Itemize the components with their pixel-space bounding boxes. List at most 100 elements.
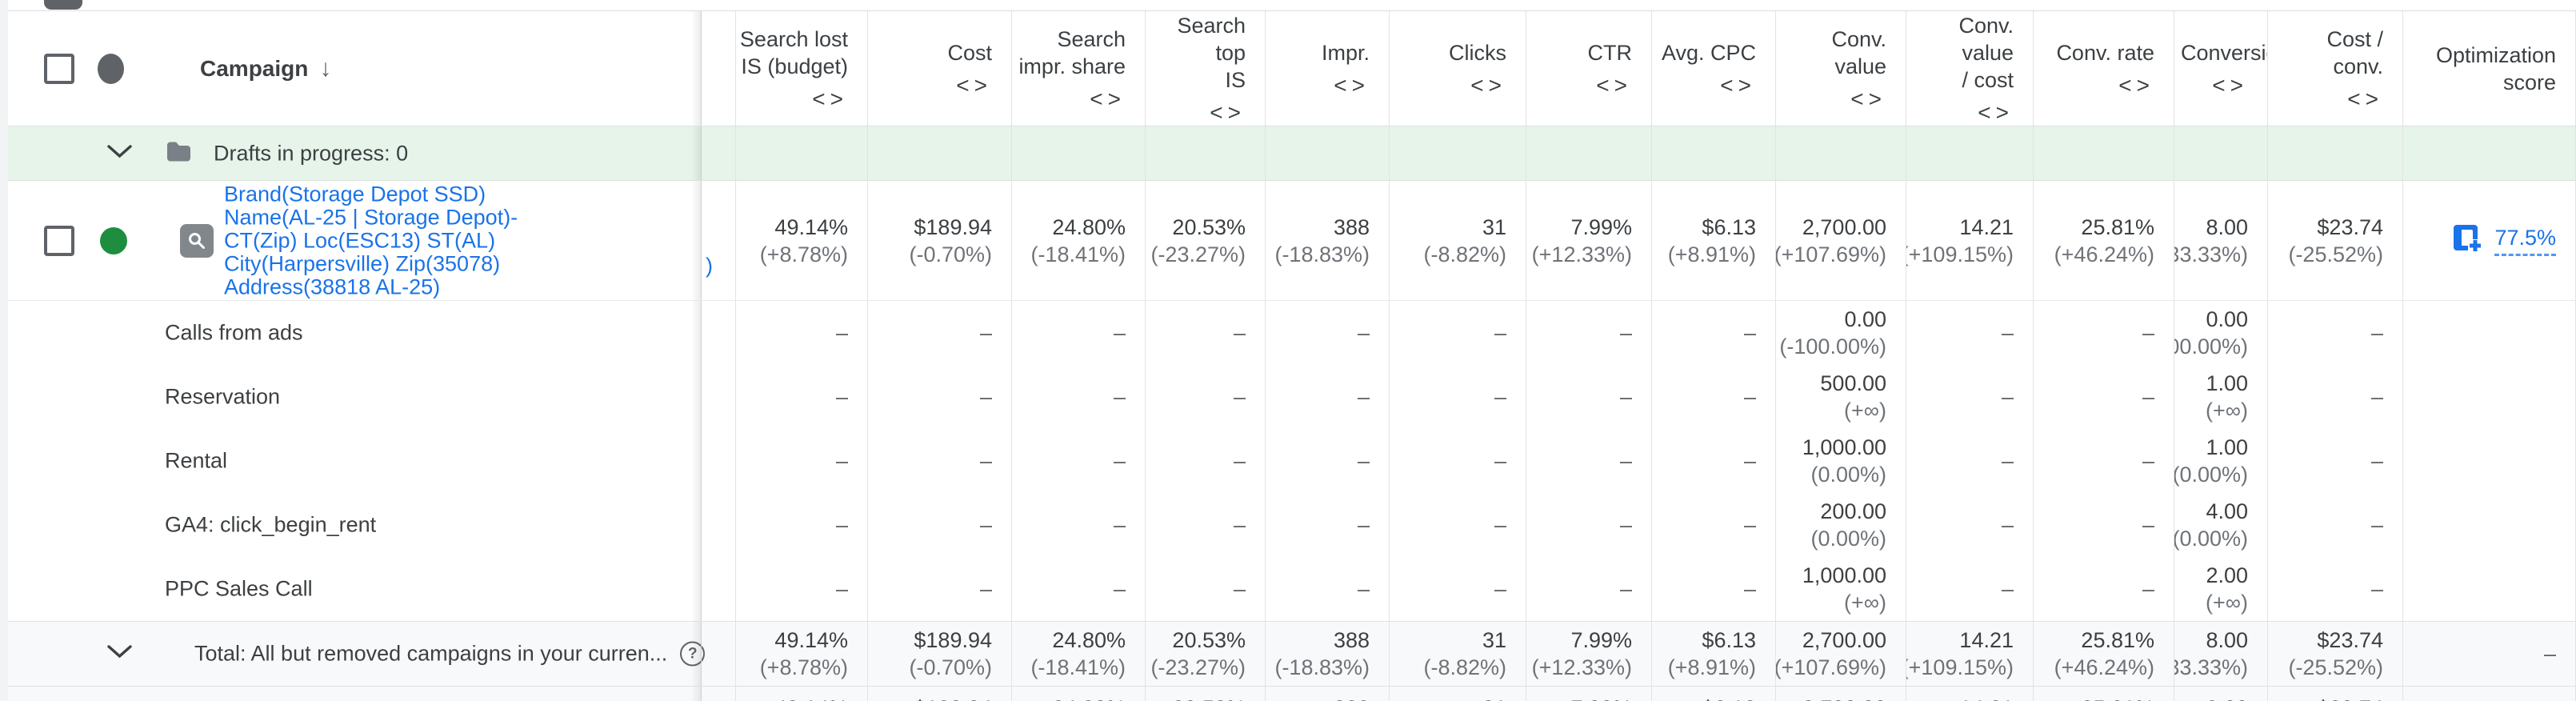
column-header-search-top-is[interactable]: Search top IS <> [1146,11,1266,126]
column-header-impr[interactable]: Impr. <> [1266,11,1390,126]
help-icon[interactable]: ? [680,641,706,667]
frozen-edge-strip [702,301,736,365]
compare-columns-icon: <> [1470,72,1506,98]
dash: – [2142,577,2154,601]
metric-value: 8.00 [2206,695,2248,701]
metric-value: 31 [1482,695,1506,701]
metric-value: 1.00 [2206,435,2248,459]
metric-delta: (-23.27%) [1150,242,1246,266]
metric-value: $6.13 [1702,628,1756,652]
empty-metric-cell: – [1652,301,1776,365]
column-header-conversions[interactable]: Conversions <> [2174,11,2268,126]
metric-value: 49.14% [774,695,848,701]
empty-metric-cell: – [1266,493,1390,557]
empty-metric-cell: – [2268,301,2403,365]
row-checkbox[interactable] [44,225,74,256]
partial-metric-cell: 14.21(+109.15%) [1906,687,2034,701]
empty-metric-cell: – [1906,301,2034,365]
column-header-search-impr-share[interactable]: Search impr. share <> [1012,11,1146,126]
metric-cell: 2,700.00 (+107.69%) [1776,181,1906,300]
campaigns-table: Campaign ↓ Search lost IS (budget) <> Cost… [8,10,2576,701]
dash: – [2370,577,2383,601]
column-header-search-lost-is-budget[interactable]: Search lost IS (budget) <> [736,11,868,126]
metric-delta: (0.00%) [2174,527,2248,551]
metric-value: 0.00 [2206,307,2248,331]
dash: – [1357,321,1370,345]
campaign-column-header[interactable]: Campaign ↓ [200,55,331,82]
dash: – [1113,321,1126,345]
empty-metric-cell: – [868,429,1012,493]
empty-metric-cell: – [868,493,1012,557]
column-header-avg-cpc[interactable]: Avg. CPC <> [1652,11,1776,126]
partial-metric-cell: $189.94(-0.70%) [868,687,1012,701]
frozen-pane-shadow [691,557,702,621]
metric-delta: (+∞) [1844,399,1886,423]
column-header-label: Cost [947,40,992,65]
metric-value: 20.53% [1172,695,1246,701]
metric-cell: 8.00 (+33.33%) [2174,181,2268,300]
metric-delta: (-25.52%) [2288,242,2383,266]
empty-cell [1906,126,2034,180]
total-metric-cell: 31 (-8.82%) [1390,622,1526,686]
dash: – [1494,513,1506,537]
metric-value: $23.74 [2317,214,2383,239]
metric-delta: (-8.82%) [1423,242,1506,266]
optimization-score-link[interactable]: 77.5% [2494,226,2556,256]
column-header-conv-value-cost[interactable]: Conv. value / cost <> [1906,11,2034,126]
metric-value: $23.74 [2317,695,2383,701]
column-header-label: Clicks [1449,40,1506,65]
dash: – [1743,321,1756,345]
dash: – [1233,385,1246,409]
dash: – [1743,385,1756,409]
dash: – [1619,385,1632,409]
metric-delta: (+46.24%) [2054,242,2154,266]
empty-metric-cell: – [736,429,868,493]
search-campaign-icon [180,223,214,258]
dash: – [1113,449,1126,473]
metric-value: 1,000.00 [1802,563,1886,587]
metric-cell: 388 (-18.83%) [1266,181,1390,300]
conversion-action-label: Reservation [165,384,281,409]
empty-metric-cell: – [1526,301,1652,365]
conv-value-cell: 500.00 (+∞) [1776,365,1906,429]
dash: – [1357,449,1370,473]
chevron-down-icon[interactable] [106,644,133,663]
conversion-action-label-cell: Reservation [8,365,702,429]
empty-metric-cell: – [1266,557,1390,621]
campaign-name-line: Name(AL-25 | Storage Depot)- [224,205,518,229]
metric-value: $6.13 [1702,214,1756,239]
partial-metric-cell: 7.99%(+12.33%) [1526,687,1652,701]
column-header-ctr[interactable]: CTR <> [1526,11,1652,126]
dash: – [1233,449,1246,473]
partially-visible-row: 49.14%(+8.78%)$189.94(-0.70%)24.80%(-18.… [8,687,2576,701]
column-header-conv-rate[interactable]: Conv. rate <> [2034,11,2174,126]
campaign-name-link[interactable]: Brand(Storage Depot SSD) Name(AL-25 | Sto… [224,182,518,298]
empty-cell [1652,126,1776,180]
column-header-optimization-score[interactable]: Optimization score [2403,11,2576,126]
dash: – [1494,321,1506,345]
total-row: Total: All but removed campaigns in your… [8,621,2576,687]
compare-columns-icon: <> [1596,72,1632,98]
column-header-clicks[interactable]: Clicks <> [1390,11,1526,126]
apply-recommendations-icon[interactable] [2451,222,2483,259]
metric-value: 0.00 [1844,307,1886,331]
select-all-checkbox[interactable] [44,53,74,84]
frozen-edge-strip [702,557,736,621]
column-header-cost-conv[interactable]: Cost / conv. <> [2268,11,2403,126]
column-header-conv-value[interactable]: Conv. value <> [1776,11,1906,126]
metric-value: 500.00 [1820,371,1886,395]
partial-metric-cell: $6.13(+8.91%) [1652,687,1776,701]
dash: – [2543,642,2556,666]
chevron-down-icon[interactable] [106,144,133,163]
metric-delta: (+33.33%) [2174,242,2248,266]
compare-columns-icon: <> [812,86,848,111]
conversion-action-label: Rental [165,448,228,473]
conv-value-cell: 0.00 (-100.00%) [1776,301,1906,365]
metric-value: 1,000.00 [1802,435,1886,459]
dash: – [1743,577,1756,601]
column-header-cost[interactable]: Cost <> [868,11,1012,126]
dash: – [979,577,992,601]
empty-metric-cell: – [736,365,868,429]
empty-cell [868,126,1012,180]
empty-cell [1526,126,1652,180]
